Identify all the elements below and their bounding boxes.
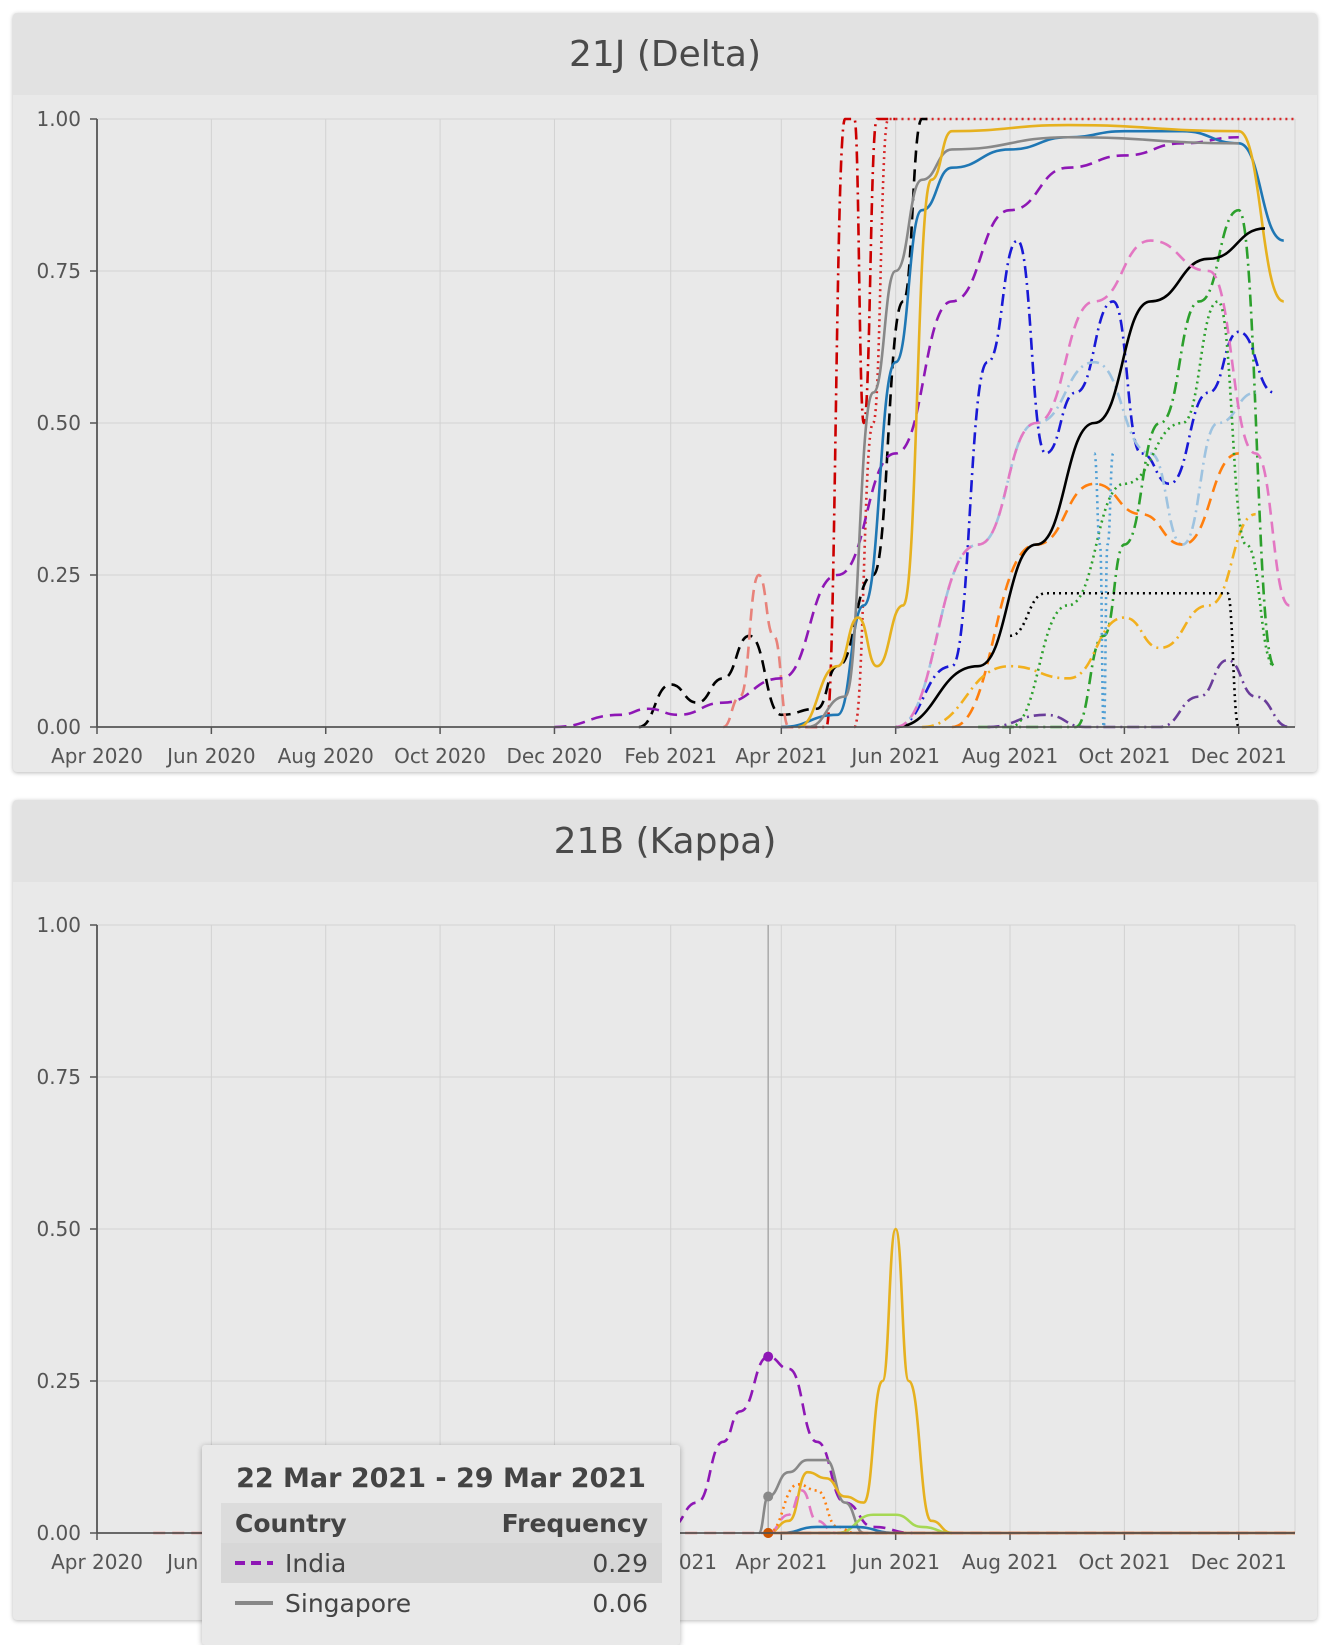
x-tick-label: Oct 2021 xyxy=(1078,744,1170,768)
series-line[interactable] xyxy=(554,135,1239,729)
series-line[interactable] xyxy=(722,573,791,729)
tooltip-row: India 0.29 xyxy=(221,1543,662,1583)
y-tick-label: 0.75 xyxy=(36,1065,81,1089)
x-tick-label: Apr 2021 xyxy=(735,744,827,768)
x-tick-label: Jun 2021 xyxy=(849,1550,940,1574)
line-solid-gray-swatch xyxy=(235,1601,273,1605)
series-line[interactable] xyxy=(1009,591,1241,729)
series-line[interactable] xyxy=(1093,452,1115,729)
kappa-frequency-plot[interactable]: 0.00 0.25 0.50 0.75 1.00 Apr 2020 Jun 2020 Aug … xyxy=(0,0,1332,1608)
series-line[interactable] xyxy=(895,227,1266,729)
series-line[interactable] xyxy=(921,512,1256,729)
x-tick-label: Aug 2020 xyxy=(278,744,374,768)
hover-marker xyxy=(763,1351,774,1362)
y-tick-label: 0.50 xyxy=(36,1217,81,1241)
tooltip-frequency: 0.29 xyxy=(592,1548,648,1578)
x-tick-label: Apr 2021 xyxy=(735,1550,827,1574)
series-line[interactable] xyxy=(767,1489,836,1535)
hover-marker xyxy=(763,1491,774,1502)
y-tick-label: 0.50 xyxy=(36,411,81,435)
series-line[interactable] xyxy=(638,117,932,729)
y-tick-label: 1.00 xyxy=(36,107,81,131)
x-tick-label: Dec 2021 xyxy=(1191,744,1287,768)
x-tick-label: Oct 2021 xyxy=(1078,1550,1170,1574)
x-tick-label: Dec 2020 xyxy=(506,744,602,768)
tooltip-country: India xyxy=(285,1548,347,1578)
chart-card-delta: 21J (Delta) xyxy=(13,13,1317,772)
x-tick-label: Dec 2021 xyxy=(1191,1550,1287,1574)
series-line[interactable] xyxy=(951,452,1240,729)
series-line[interactable] xyxy=(768,1227,953,1535)
y-tick-label: 0.25 xyxy=(36,563,81,587)
series-line[interactable] xyxy=(781,129,1285,729)
y-tick-label: 0.00 xyxy=(36,715,81,739)
tooltip-table: Country Frequency India 0.29 Singapore 0… xyxy=(221,1503,662,1623)
x-tick-label: Jun 2020 xyxy=(165,744,256,768)
y-tick-label: 0.25 xyxy=(36,1369,81,1393)
x-tick-label: Aug 2021 xyxy=(962,744,1058,768)
tooltip-frequency: 0.06 xyxy=(592,1588,648,1618)
tooltip-header-row: Country Frequency xyxy=(221,1503,662,1543)
x-tick-label: Apr 2020 xyxy=(51,1550,143,1574)
y-tick-label: 0.00 xyxy=(36,1521,81,1545)
x-tick-label: Aug 2021 xyxy=(962,1550,1058,1574)
series-line[interactable] xyxy=(837,1513,952,1535)
chart-title: 21J (Delta) xyxy=(568,33,761,75)
x-tick-label: Oct 2020 xyxy=(394,744,486,768)
series-line[interactable] xyxy=(895,239,1291,729)
hover-tooltip: 22 Mar 2021 - 29 Mar 2021 Country Freque… xyxy=(202,1445,680,1645)
line-dashed-purple-swatch xyxy=(235,1561,273,1565)
tooltip-col-frequency: Frequency xyxy=(501,1508,648,1538)
y-tick-label: 1.00 xyxy=(36,913,81,937)
x-tick-label: Jun 2021 xyxy=(849,744,940,768)
delta-frequency-plot[interactable]: 0.00 0.25 0.50 0.75 1.00 Apr 2020 Jun 2020 Aug … xyxy=(0,0,1332,800)
tooltip-row: Singapore 0.06 xyxy=(221,1583,662,1623)
series-line[interactable] xyxy=(797,123,1285,729)
series-line[interactable] xyxy=(781,1525,896,1535)
y-tick-label: 0.75 xyxy=(36,259,81,283)
series-line[interactable] xyxy=(807,135,1239,729)
card-header: 21B (Kappa) xyxy=(13,800,1317,882)
series-line[interactable] xyxy=(895,360,1256,729)
tooltip-country: Singapore xyxy=(285,1588,412,1618)
x-tick-label: Feb 2021 xyxy=(624,744,717,768)
x-tick-label: Apr 2020 xyxy=(51,744,143,768)
tooltip-title: 22 Mar 2021 - 29 Mar 2021 xyxy=(236,1463,646,1494)
card-header: 21J (Delta) xyxy=(13,13,1317,95)
tooltip-col-country: Country xyxy=(235,1508,347,1538)
chart-title: 21B (Kappa) xyxy=(553,820,777,862)
series-line[interactable] xyxy=(987,658,1290,729)
